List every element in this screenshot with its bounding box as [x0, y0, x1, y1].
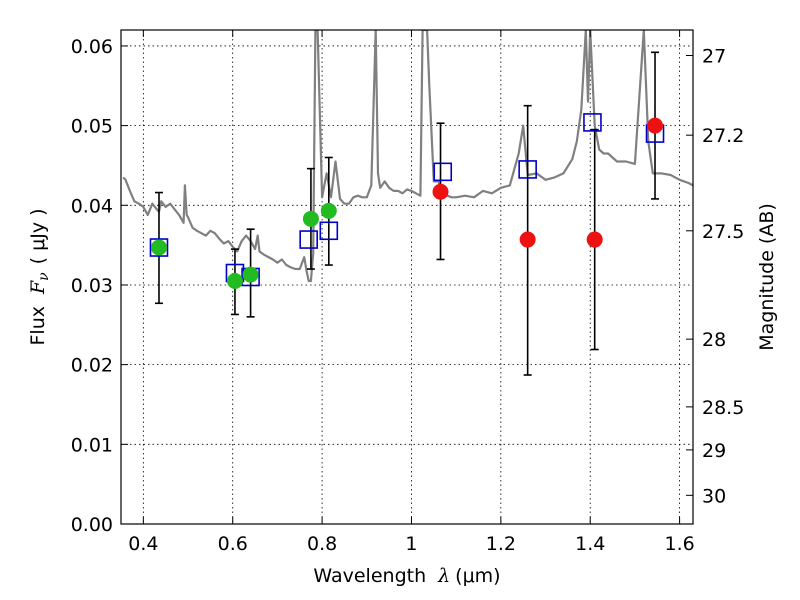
y-axis-label-subscript: ν [36, 272, 52, 281]
y-tick-label: 0.06 [71, 36, 113, 58]
y2-tick-label: 29 [702, 440, 726, 462]
x-tick-label: 0.6 [218, 533, 248, 555]
y2-tick-label: 27.5 [702, 221, 744, 243]
y-axis-label-unit: ( μJy ) [27, 208, 49, 264]
y-tick-label: 0.00 [71, 514, 113, 536]
detection-point [242, 266, 259, 283]
y-axis-label-symbol: F [27, 280, 49, 295]
y2-axis-label: Magnitude (AB) [756, 203, 778, 351]
model-photometry-point [299, 230, 318, 249]
x-tick-label: 0.4 [128, 533, 158, 555]
detection-point [150, 239, 167, 256]
x-tick-label: 1.4 [575, 533, 605, 555]
detection-point [320, 202, 337, 219]
x-axis-label-unit: (μm) [455, 565, 500, 587]
model-photometry-point [518, 160, 537, 179]
x-axis-label-symbol: λ [437, 565, 450, 587]
x-axis-label: Wavelength λ (μm) [313, 565, 500, 587]
y-tick-label: 0.03 [71, 275, 113, 297]
model-sed-line [122, 30, 693, 283]
x-tick-label: 1.6 [664, 533, 694, 555]
detection-point [586, 231, 603, 248]
x-tick-label: 1 [405, 533, 417, 555]
y-tick-label: 0.05 [71, 116, 113, 138]
model-sed-layer [122, 30, 693, 283]
model-photometry-point [149, 238, 169, 257]
model-photometry-point [319, 221, 339, 241]
y2-tick-label: 28.5 [702, 397, 744, 419]
detection-point [432, 183, 449, 200]
detection-point [302, 210, 319, 227]
y2-tick-label: 28 [702, 329, 726, 351]
y-axis-label-prefix: Flux [27, 306, 49, 346]
model-photometry-point [583, 113, 602, 132]
y2-tick-label: 27 [702, 45, 726, 67]
plot-frame [120, 29, 694, 525]
grid [121, 30, 693, 524]
detections-layer [150, 117, 664, 289]
errorbar-layer [154, 51, 660, 376]
x-tick-label: 0.8 [307, 533, 337, 555]
detection-point [647, 117, 664, 134]
y2-tick-label: 30 [702, 485, 726, 507]
x-tick-label: 1.2 [486, 533, 516, 555]
y2-tick-label: 27.2 [702, 125, 744, 147]
y-tick-label: 0.04 [71, 195, 113, 217]
x-axis-label-prefix: Wavelength [313, 565, 426, 587]
ticks: 0.4 0.6 0.8 1 1.2 1.4 1.6 0.00 0.01 0.02 0.03 0.04 0… [71, 30, 744, 555]
y-axis-label: Flux Fν ( μJy ) [27, 208, 52, 345]
detection-point [226, 272, 243, 289]
detection-point [519, 231, 536, 248]
plot-background [121, 30, 693, 524]
y-tick-label: 0.01 [71, 434, 113, 456]
model-photometry-point [433, 162, 453, 182]
y-tick-label: 0.02 [71, 355, 113, 377]
